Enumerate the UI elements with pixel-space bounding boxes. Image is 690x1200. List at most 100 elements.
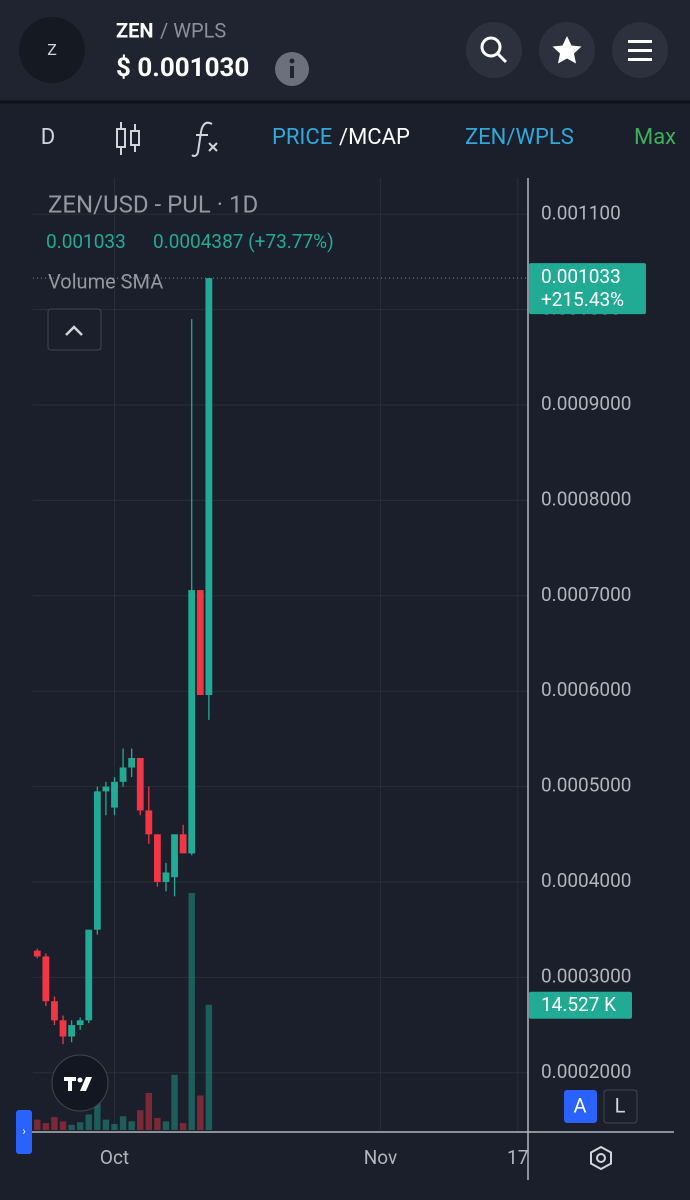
volume-bar [197, 1095, 204, 1130]
indicators-button[interactable] [191, 121, 218, 157]
side-tab[interactable] [16, 1110, 32, 1154]
side-tab-arrow: › [22, 1124, 26, 1138]
volume-bar [94, 1099, 101, 1130]
last-price-label: 0.001033 [541, 265, 621, 288]
candle-body [162, 872, 170, 882]
volume-bar [188, 893, 195, 1130]
candle-body [145, 810, 153, 835]
info-bar [290, 66, 294, 78]
settings-button[interactable] [590, 1145, 612, 1171]
menu-line [628, 49, 652, 52]
icon-body [116, 128, 126, 148]
auto-bg [564, 1090, 597, 1123]
info-dot [289, 58, 295, 64]
x-tick-label: 17 [507, 1146, 528, 1169]
x-tick-label: Nov [364, 1146, 397, 1169]
collapse-button[interactable] [47, 308, 102, 351]
candle-body [42, 956, 50, 1002]
icon-body [130, 130, 140, 146]
search-bg [466, 22, 522, 78]
y-tick-label: 0.0004000 [541, 869, 631, 892]
toolbar-border [16, 176, 674, 177]
y-tick-label: 0.0002000 [541, 1060, 631, 1083]
candle-body [119, 767, 127, 782]
volume-bar [154, 1117, 161, 1130]
y-tick-label: 0.0009000 [541, 392, 631, 415]
y-tick-label: 0.0006000 [541, 678, 631, 701]
y-tick-label: 0.001100 [541, 201, 621, 224]
volume-bar [205, 1004, 213, 1130]
logo-part [80, 1077, 92, 1091]
symbol: ZEN [116, 18, 154, 42]
volume-bar [76, 1122, 84, 1130]
volume-bar [68, 1124, 75, 1130]
y-tick-label: 0.0003000 [541, 964, 631, 987]
logo-bg [51, 1054, 109, 1112]
last-change-label: +215.43% [541, 288, 624, 311]
menu-button[interactable] [612, 22, 668, 78]
volume-bar [119, 1116, 127, 1130]
volume-bar [102, 1119, 110, 1130]
search-button[interactable] [466, 22, 522, 78]
avatar[interactable] [19, 17, 85, 83]
pair-toggle[interactable]: ZEN/WPLS [465, 125, 574, 150]
candle-body [128, 757, 136, 768]
candle-body [179, 834, 187, 854]
volume-bar [162, 1121, 170, 1130]
search-lens [480, 36, 502, 58]
chart-type-button[interactable] [116, 122, 140, 155]
volume-bar [85, 1114, 92, 1130]
candle-body [59, 1020, 67, 1037]
y-tick-label: 0.0007000 [541, 583, 631, 606]
candle-body [136, 757, 144, 811]
legend-change: 0.0004387 (+73.77%) [153, 230, 334, 253]
candle-body [33, 950, 41, 957]
legend-price: 0.001033 [46, 230, 126, 253]
candle-body [51, 1001, 58, 1021]
candle-body [76, 1020, 84, 1026]
x-tick-label: Oct [100, 1146, 129, 1169]
log-scale-button[interactable]: L [603, 1089, 638, 1124]
star-icon [552, 36, 582, 64]
search-handle [496, 52, 508, 64]
price: $ 0.001030 [116, 53, 249, 83]
candle-body [196, 590, 204, 696]
y-tick-label: 0.0008000 [541, 487, 631, 510]
interval-button[interactable]: D [41, 125, 55, 150]
volume-bar [137, 1110, 144, 1130]
volume-bar [179, 1123, 187, 1130]
tradingview-logo[interactable] [51, 1054, 109, 1112]
candle-body [188, 590, 196, 854]
logo-part [68, 1077, 72, 1091]
volume-bar [171, 1074, 178, 1130]
candle-body [171, 834, 178, 878]
log-bg [603, 1089, 638, 1124]
fx-x [208, 142, 218, 152]
mcap-toggle[interactable]: /MCAP [339, 125, 410, 150]
last-price-tag [529, 263, 646, 315]
chart: 0.0002000 0.0003000 0.0004000 0.0005000 0.00… [16, 178, 674, 1180]
volume-tag [529, 991, 632, 1019]
price-toggle[interactable]: PRICE [272, 125, 332, 150]
collapse-bg [47, 308, 102, 351]
gear-center [596, 1153, 606, 1163]
auto-scale-button[interactable]: A [564, 1090, 597, 1123]
candle-body [93, 791, 101, 930]
candle-body [111, 781, 118, 808]
fx-f [191, 121, 213, 157]
volume-tag-label: 14.527 K [541, 993, 616, 1016]
avatar-text: Z [47, 40, 57, 59]
gear-outline [590, 1145, 612, 1171]
chart-title: ZEN/USD - PUL · 1D [48, 190, 258, 218]
volume-bar [59, 1121, 67, 1130]
favorite-button[interactable] [539, 22, 595, 78]
logo-part [77, 1077, 83, 1083]
info-icon[interactable] [275, 52, 309, 86]
volume-bar [128, 1121, 135, 1130]
menu-line [628, 40, 652, 43]
volume-bar [34, 1119, 41, 1130]
candle-body [102, 786, 110, 792]
range-button[interactable]: Max [634, 125, 676, 150]
